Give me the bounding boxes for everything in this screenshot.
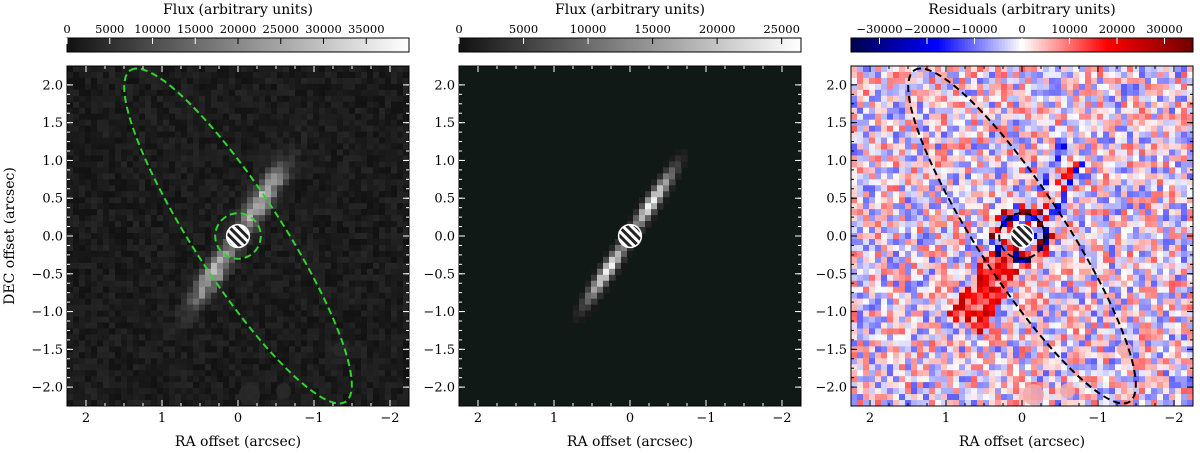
colorbar-tick-label: 5000 xyxy=(95,22,124,36)
colorbar-tick-label: 20000 xyxy=(699,22,736,36)
colorbar-tick-label: 25000 xyxy=(763,22,800,36)
colorbar-tick-label: 15000 xyxy=(634,22,671,36)
colorbar-tick-label: −20000 xyxy=(904,22,950,36)
panel-observed: 2 1 0 −1 −2 2.0 1.5 1.0 0.5 0.0 −0.5 −1.0 −1.5 −2.0 RA… xyxy=(2,2,410,450)
x-tick-label: −2 xyxy=(772,411,791,426)
x-tick-label: 2 xyxy=(866,411,874,426)
y-tick-label: −0.5 xyxy=(31,267,63,282)
colorbar-tick-label: 0 xyxy=(63,22,70,36)
colorbar-tick-label: 20000 xyxy=(1099,22,1136,36)
y-tick-label: −0.5 xyxy=(815,267,847,282)
y-tick-label: −1.0 xyxy=(31,305,63,320)
y-axis-label: DEC offset (arcsec) xyxy=(2,167,18,305)
y-tick-label: −2.0 xyxy=(31,381,63,396)
x-tick-label: −1 xyxy=(304,411,323,426)
y-tick-label: 0.5 xyxy=(826,192,847,207)
colorbar-tick-label: −30000 xyxy=(856,22,902,36)
y-tick-label: 0.5 xyxy=(434,192,455,207)
y-tick-label: −2.0 xyxy=(423,381,455,396)
x-tick-label: −2 xyxy=(1164,411,1183,426)
y-tick-label: 1.5 xyxy=(42,116,63,131)
colorbar-tick-label: 20000 xyxy=(220,22,257,36)
colorbar-tick-label: 25000 xyxy=(262,22,299,36)
y-tick-label: 0.0 xyxy=(826,230,847,245)
x-tick-label: 0 xyxy=(234,411,242,426)
y-tick-label: 1.0 xyxy=(826,154,847,169)
outer-ellipse-contour xyxy=(907,67,1137,405)
y-tick-label: −1.5 xyxy=(423,343,455,358)
coronagraph-mask xyxy=(225,223,251,249)
panel-residuals: 2 1 0 −1 −2 2.0 1.5 1.0 0.5 0.0 −0.5 −1.0 −1.5 −2.0 RA… xyxy=(815,2,1194,450)
residuals-image xyxy=(851,66,1193,406)
colorbar-tick-label: 15000 xyxy=(177,22,214,36)
x-tick-label: 2 xyxy=(82,411,90,426)
colorbar-tick-label: −10000 xyxy=(951,22,997,36)
x-tick-label: 1 xyxy=(158,411,166,426)
y-tick-label: 0.5 xyxy=(42,192,63,207)
y-tick-label: 1.0 xyxy=(42,154,63,169)
residuals-colorbar: Residuals (arbitrary units) −30000 −20000−… xyxy=(850,2,1194,53)
y-tick-label: 2.0 xyxy=(434,78,455,93)
outer-ellipse-contour xyxy=(123,67,353,405)
x-axis-label: RA offset (arcsec) xyxy=(959,434,1085,450)
model-colorbar: Flux (arbitrary units) 0 5000 10000 15000 200… xyxy=(455,2,802,53)
residuals-contours xyxy=(907,67,1137,405)
panel-model: 2 1 0 −1 −2 2.0 1.5 1.0 0.5 0.0 −0.5 −1.0 −1.5 −2.0 RA… xyxy=(423,2,802,450)
colorbar-tick-label: 10000 xyxy=(570,22,607,36)
colorbar-tick-label: 35000 xyxy=(348,22,385,36)
colorbar-tick-label: 10000 xyxy=(134,22,171,36)
y-tick-label: 1.5 xyxy=(434,116,455,131)
x-tick-label: 0 xyxy=(1018,411,1026,426)
y-tick-label: 2.0 xyxy=(42,78,63,93)
coronagraph-mask xyxy=(617,223,643,249)
inner-circle-contour xyxy=(998,212,1046,260)
x-tick-label: −1 xyxy=(696,411,715,426)
observed-image xyxy=(67,66,409,406)
observed-colorbar: Flux (arbitrary units) 0 5000 10000 15000 200… xyxy=(63,2,410,53)
colorbar-tick-label: 30000 xyxy=(1146,22,1183,36)
observed-contours xyxy=(123,67,353,405)
colorbar-tick-label: 10000 xyxy=(1051,22,1088,36)
colorbar-tick-label: 5000 xyxy=(509,22,538,36)
x-axis-label: RA offset (arcsec) xyxy=(567,434,693,450)
colorbar-label: Flux (arbitrary units) xyxy=(163,2,313,18)
model-ticks: 2 1 0 −1 −2 2.0 1.5 1.0 0.5 0.0 −0.5 −1.0 −1.5 −2.0 xyxy=(423,66,801,426)
colorbar-label: Residuals (arbitrary units) xyxy=(928,2,1115,18)
y-tick-label: −1.0 xyxy=(423,305,455,320)
inner-circle-contour xyxy=(214,212,262,260)
residuals-ticks: 2 1 0 −1 −2 2.0 1.5 1.0 0.5 0.0 −0.5 −1.0 −1.5 −2.0 xyxy=(815,66,1193,426)
y-tick-label: −1.5 xyxy=(815,343,847,358)
y-tick-label: −1.5 xyxy=(31,343,63,358)
y-tick-label: 1.0 xyxy=(434,154,455,169)
x-axis-label: RA offset (arcsec) xyxy=(175,434,301,450)
x-tick-label: −2 xyxy=(380,411,399,426)
colorbar-tick-label: 30000 xyxy=(305,22,342,36)
colorbar-label: Flux (arbitrary units) xyxy=(555,2,705,18)
x-tick-label: 0 xyxy=(626,411,634,426)
y-tick-label: −0.5 xyxy=(423,267,455,282)
x-tick-label: 2 xyxy=(474,411,482,426)
colorbar-tick-label: 0 xyxy=(1018,22,1025,36)
colorbar-tick-label: 0 xyxy=(455,22,462,36)
y-tick-label: 1.5 xyxy=(826,116,847,131)
y-tick-label: 2.0 xyxy=(826,78,847,93)
y-tick-label: 0.0 xyxy=(42,230,63,245)
x-tick-label: −1 xyxy=(1088,411,1107,426)
y-tick-label: −2.0 xyxy=(815,381,847,396)
x-tick-label: 1 xyxy=(942,411,950,426)
x-tick-label: 1 xyxy=(550,411,558,426)
y-tick-label: 0.0 xyxy=(434,230,455,245)
observed-ticks: 2 1 0 −1 −2 2.0 1.5 1.0 0.5 0.0 −0.5 −1.0 −1.5 −2.0 xyxy=(31,66,409,426)
y-tick-label: −1.0 xyxy=(815,305,847,320)
coronagraph-mask xyxy=(1009,223,1035,249)
